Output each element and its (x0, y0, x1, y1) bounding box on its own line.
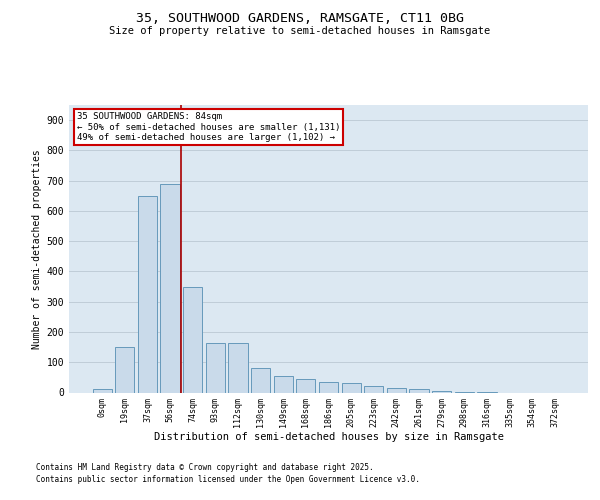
Bar (296, 379, 316, 392)
Bar (319, 382, 338, 392)
Text: Contains public sector information licensed under the Open Government Licence v3: Contains public sector information licen… (36, 475, 420, 484)
Bar (274, 376, 293, 392)
Text: Size of property relative to semi-detached houses in Ramsgate: Size of property relative to semi-detach… (109, 26, 491, 36)
Bar (364, 386, 383, 392)
Bar (432, 391, 451, 392)
Bar (409, 390, 428, 392)
Bar (183, 286, 202, 393)
Text: Distribution of semi-detached houses by size in Ramsgate: Distribution of semi-detached houses by … (154, 432, 504, 442)
Text: 35, SOUTHWOOD GARDENS, RAMSGATE, CT11 0BG: 35, SOUTHWOOD GARDENS, RAMSGATE, CT11 0B… (136, 12, 464, 26)
Text: Contains HM Land Registry data © Crown copyright and database right 2025.: Contains HM Land Registry data © Crown c… (36, 464, 374, 472)
Bar (341, 384, 361, 392)
Bar (206, 342, 225, 392)
Bar (387, 388, 406, 392)
Bar (160, 184, 180, 392)
Bar (115, 347, 134, 393)
Y-axis label: Number of semi-detached properties: Number of semi-detached properties (32, 149, 43, 348)
Bar (138, 196, 157, 392)
Bar (92, 390, 112, 392)
Bar (251, 368, 270, 392)
Text: 35 SOUTHWOOD GARDENS: 84sqm
← 50% of semi-detached houses are smaller (1,131)
49: 35 SOUTHWOOD GARDENS: 84sqm ← 50% of sem… (77, 112, 340, 142)
Bar (229, 342, 248, 392)
